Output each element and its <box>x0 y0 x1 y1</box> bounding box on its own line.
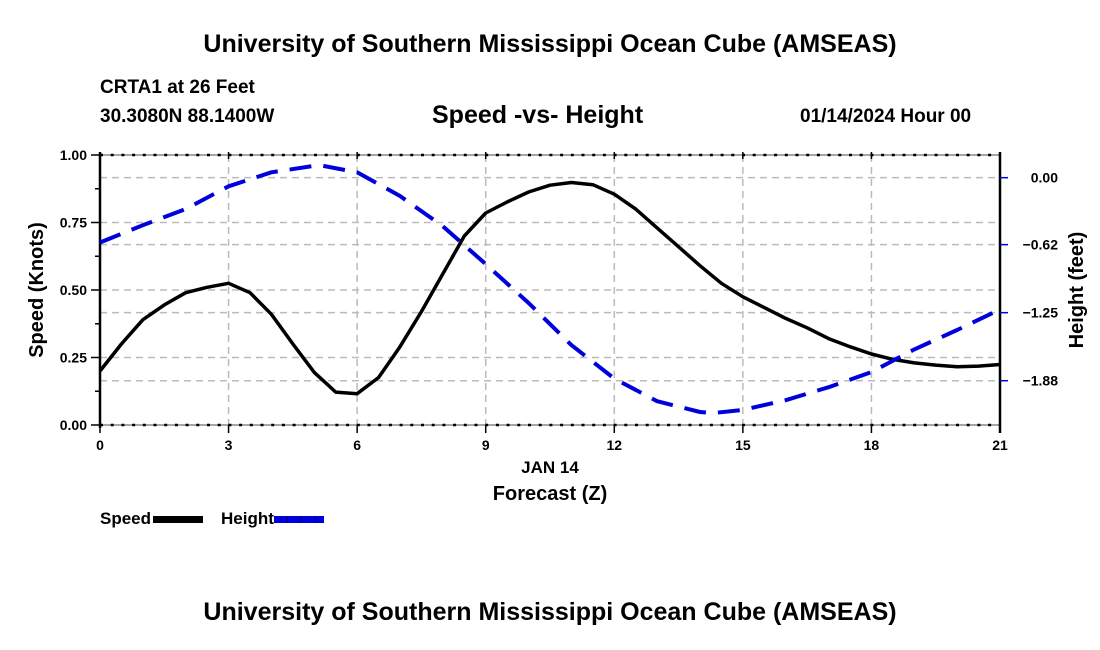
x-tick-label: 21 <box>992 437 1008 453</box>
y-axis-label: Speed (Knots) <box>26 222 48 358</box>
y-tick-label: 0.25 <box>60 350 87 366</box>
y-tick-label: 1.00 <box>60 147 87 163</box>
x-tick-label: 3 <box>225 437 233 453</box>
grid-layer <box>100 155 1000 425</box>
y-tick-label: 0.75 <box>60 215 87 231</box>
x-tick-label: 6 <box>353 437 361 453</box>
x-tick-label: 0 <box>96 437 104 453</box>
x-axis-label: Forecast (Z) <box>493 483 607 505</box>
x-tick-label: 9 <box>482 437 490 453</box>
x-tick-label: 15 <box>735 437 751 453</box>
chart-title: Speed -vs- Height <box>432 101 644 129</box>
y-tick-label: 0.50 <box>60 282 87 298</box>
y2-tick-label: −1.25 <box>1023 305 1059 321</box>
x-tick-label: 18 <box>864 437 880 453</box>
legend-swatch-height <box>273 515 324 523</box>
y2-tick-label: 0.00 <box>1031 170 1058 186</box>
legend-label-height: Height <box>221 509 274 528</box>
footer-title: University of Southern Mississippi Ocean… <box>203 598 897 626</box>
series-line-speed <box>98 180 1001 396</box>
y2-axis-label: Height (feet) <box>1066 232 1088 349</box>
legend-swatch-speed <box>153 515 204 523</box>
legend: Speed Height <box>100 509 324 529</box>
series-layer <box>98 163 1001 416</box>
y2-tick-label: −0.62 <box>1023 237 1059 253</box>
tick-layer: 0.00 0.25 0.50 0.75 1.00 0.00 −0.62 −1.25 −1.88 0… <box>60 147 1058 453</box>
chart-datetime: 01/14/2024 Hour 00 <box>800 106 972 127</box>
station-coordinates: 30.3080N 88.1400W <box>100 106 275 127</box>
series-line-height <box>99 163 1001 416</box>
main-title: University of Southern Mississippi Ocean… <box>203 30 897 58</box>
axis-frame <box>98 152 1002 433</box>
y-tick-label: 0.00 <box>60 417 87 433</box>
y2-tick-label: −1.88 <box>1023 373 1059 389</box>
x-tick-label: 12 <box>606 437 622 453</box>
legend-label-speed: Speed <box>100 509 152 528</box>
station-name: CRTA1 at 26 Feet <box>100 77 255 98</box>
x-axis-date-label: JAN 14 <box>521 458 579 477</box>
